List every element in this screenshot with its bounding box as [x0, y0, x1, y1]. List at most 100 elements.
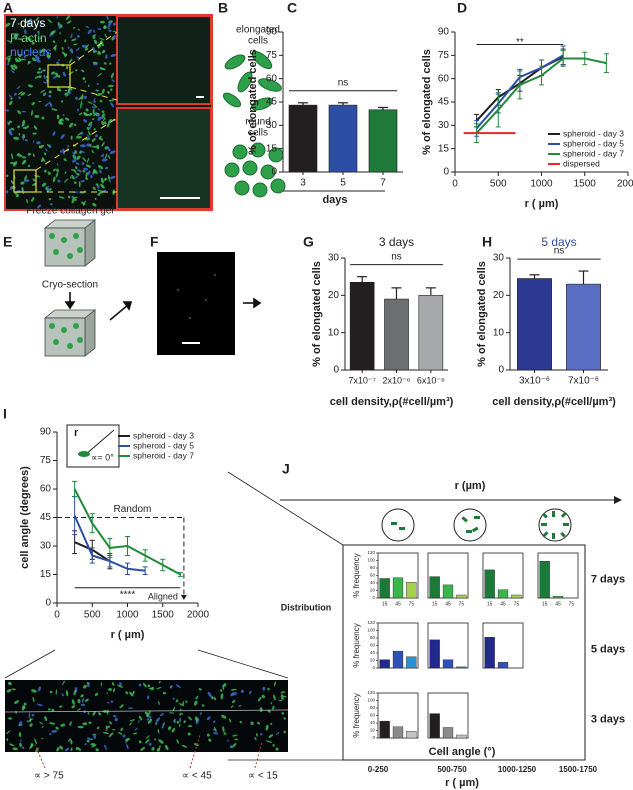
speckle	[128, 707, 134, 709]
speckle	[34, 55, 40, 60]
speckle	[10, 64, 14, 69]
speckle	[97, 51, 101, 55]
speckle	[99, 41, 104, 47]
y-tick-label: 120	[367, 550, 375, 555]
speckle	[74, 686, 78, 692]
speckle	[110, 72, 115, 79]
speckle	[262, 686, 266, 691]
annotation: Aligned	[148, 591, 178, 601]
speckle	[71, 169, 76, 171]
speckle	[256, 732, 258, 737]
speckle	[223, 732, 227, 735]
speckle	[76, 56, 79, 59]
x-tick-label: 15	[382, 601, 388, 607]
speckle	[96, 144, 100, 150]
speckle	[195, 695, 199, 700]
speckle	[147, 718, 153, 724]
speckle	[13, 161, 18, 167]
x-tick-label: 3x10⁻⁶	[519, 376, 550, 387]
speckle	[112, 688, 116, 693]
speckle	[20, 92, 26, 96]
speckle	[60, 100, 64, 103]
cell-label: elongated	[236, 25, 280, 36]
x-tick-label: 5	[340, 178, 346, 189]
speckle	[181, 744, 188, 748]
speckle	[167, 726, 172, 731]
speckle	[71, 197, 75, 204]
speckle	[72, 154, 77, 159]
speckle	[158, 680, 161, 684]
speckle	[18, 133, 21, 136]
y-tick-label: 60	[370, 713, 376, 718]
speckle	[114, 718, 118, 722]
speckle	[93, 734, 96, 739]
speckle	[129, 691, 134, 697]
speckle	[59, 150, 62, 153]
speckle	[84, 80, 87, 83]
speckle	[10, 180, 14, 185]
speckle	[55, 726, 59, 730]
speckle	[81, 93, 84, 101]
bar	[497, 662, 509, 669]
annotation: ns	[338, 77, 349, 88]
speckle	[14, 57, 19, 63]
speckle	[37, 204, 41, 209]
speckle	[52, 176, 56, 183]
cell-label: round	[245, 117, 271, 128]
annotation: ns	[391, 251, 402, 262]
icon-cells	[391, 511, 569, 539]
panel-label: D	[457, 0, 467, 16]
bar	[442, 584, 454, 599]
speckle	[86, 157, 90, 164]
cell-label: cells	[248, 128, 268, 139]
speckle	[101, 49, 106, 54]
speckle	[94, 134, 99, 138]
inset-image	[116, 15, 212, 105]
speckle	[94, 692, 99, 697]
speckle	[93, 39, 98, 45]
speckle	[4, 22, 11, 27]
speckle	[92, 118, 95, 121]
bar	[552, 595, 564, 599]
speckle	[27, 164, 31, 168]
speckle	[36, 703, 43, 707]
speckle	[231, 692, 238, 696]
speckle	[85, 164, 92, 168]
y-tick-label: 100	[367, 698, 375, 703]
speckle	[179, 717, 182, 723]
speckle	[94, 100, 97, 103]
speckle	[198, 688, 202, 691]
speckle	[221, 714, 227, 719]
speckle	[64, 171, 67, 174]
speckle	[104, 33, 108, 38]
speckle	[51, 108, 58, 111]
speckle	[76, 172, 80, 176]
bar	[484, 637, 495, 669]
speckle	[206, 733, 210, 737]
speckle	[60, 723, 66, 727]
speckle	[206, 716, 211, 721]
speckle	[24, 29, 27, 35]
speckle	[162, 691, 167, 695]
speckle	[87, 134, 90, 139]
x-tick-label: 0	[54, 610, 60, 621]
speckle	[42, 92, 46, 95]
y-tick-label: 90	[266, 27, 278, 38]
speckle	[60, 134, 65, 139]
speckle	[58, 196, 65, 199]
speckle	[88, 112, 93, 117]
speckle	[14, 700, 20, 704]
speckle	[44, 716, 48, 722]
speckle	[96, 83, 100, 85]
bar	[566, 283, 601, 371]
y-tick-label: 0	[372, 665, 375, 670]
annotation: Random	[114, 504, 152, 515]
x-tick-label: 2x10⁻⁶	[383, 375, 411, 385]
speckle	[111, 79, 115, 83]
speckle	[77, 725, 84, 729]
speckle	[75, 162, 80, 165]
speckle	[97, 72, 102, 77]
speckle	[187, 725, 193, 728]
x-tick-label: 2000	[617, 179, 633, 190]
